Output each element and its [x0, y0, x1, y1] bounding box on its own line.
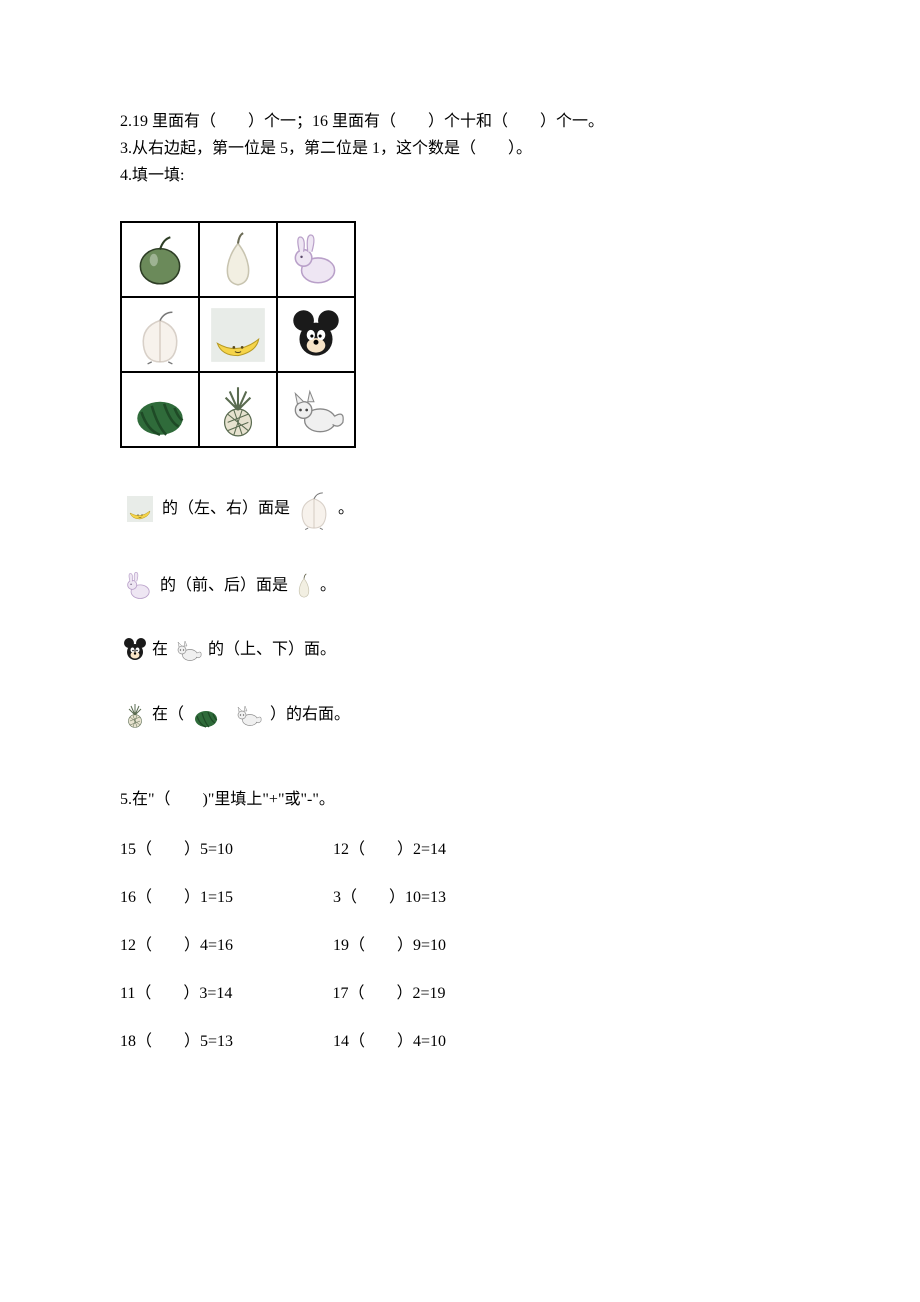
- peach-icon: [292, 487, 336, 531]
- q5-expression: 16（ ）1=15: [120, 886, 233, 910]
- rabbit-icon: [120, 569, 158, 603]
- sentence-3-text1: 在: [152, 638, 168, 662]
- mickey-icon: [120, 635, 150, 665]
- grid-cell-pineapple: [199, 372, 277, 447]
- q5-expression: 18（ ）5=13: [120, 1030, 233, 1054]
- q5-row: 12（ ）4=16 19（ ）9=10: [120, 934, 800, 958]
- grid-cell-banana: [199, 297, 277, 372]
- sentence-2: 的（前、后）面是 。: [120, 569, 800, 603]
- question-2: 2.19 里面有（ ）个一；16 里面有（ ）个十和（ ）个一。: [120, 110, 800, 134]
- q5-expression: 12（ ）2=14: [333, 838, 446, 862]
- q5-expression: 11（ ）3=14: [120, 982, 232, 1006]
- sentence-1: 的（左、右）面是 。: [120, 487, 800, 531]
- q5-expression: 3（ ）10=13: [333, 886, 446, 910]
- q5-expression: 17（ ）2=19: [332, 982, 445, 1006]
- fox-icon-2: [228, 700, 268, 730]
- question-5: 5.在"（ )"里填上"+"或"-"。 15（ ）5=10 12（ ）2=14 16…: [120, 788, 800, 1054]
- sentence-1-text1: 的（左、右）面是: [162, 497, 290, 521]
- grid-cell-apple: [121, 222, 199, 297]
- sentence-3: 在 的（上、下）面。: [120, 635, 800, 665]
- sentence-2-text2: 。: [320, 574, 336, 598]
- q5-row: 11（ ）3=14 17（ ）2=19: [120, 982, 800, 1006]
- sentence-1-text2: 。: [338, 497, 354, 521]
- question-3: 3.从右边起，第一位是 5，第二位是 1，这个数是（ ）。: [120, 137, 800, 161]
- q5-row: 18（ ）5=13 14（ ）4=10: [120, 1030, 800, 1054]
- banana-icon: [120, 494, 160, 524]
- q5-expression: 19（ ）9=10: [333, 934, 446, 958]
- sentence-4-text2: ）的右面。: [270, 703, 350, 727]
- picture-grid: [120, 221, 356, 448]
- question-5-title: 5.在"（ )"里填上"+"或"-"。: [120, 788, 800, 812]
- sentence-4: 在（ ）的右面。: [120, 697, 800, 733]
- fox-icon: [170, 635, 206, 665]
- sentence-3-text2: 的（上、下）面。: [208, 638, 336, 662]
- q5-expression: 14（ ）4=10: [333, 1030, 446, 1054]
- grid-cell-mickey: [277, 297, 355, 372]
- grid-cell-pear: [199, 222, 277, 297]
- pear-icon: [290, 572, 318, 600]
- q5-row: 15（ ）5=10 12（ ）2=14: [120, 838, 800, 862]
- grid-cell-rabbit: [277, 222, 355, 297]
- q5-expression: 12（ ）4=16: [120, 934, 233, 958]
- grid-cell-peach: [121, 297, 199, 372]
- watermelon-icon: [186, 700, 226, 730]
- q5-expression: 15（ ）5=10: [120, 838, 233, 862]
- pineapple-icon: [120, 697, 150, 733]
- sentence-4-text1: 在（: [152, 703, 184, 727]
- grid-cell-fox: [277, 372, 355, 447]
- question-4: 4.填一填:: [120, 164, 800, 188]
- sentence-2-text1: 的（前、后）面是: [160, 574, 288, 598]
- q5-row: 16（ ）1=15 3（ ）10=13: [120, 886, 800, 910]
- grid-cell-watermelon: [121, 372, 199, 447]
